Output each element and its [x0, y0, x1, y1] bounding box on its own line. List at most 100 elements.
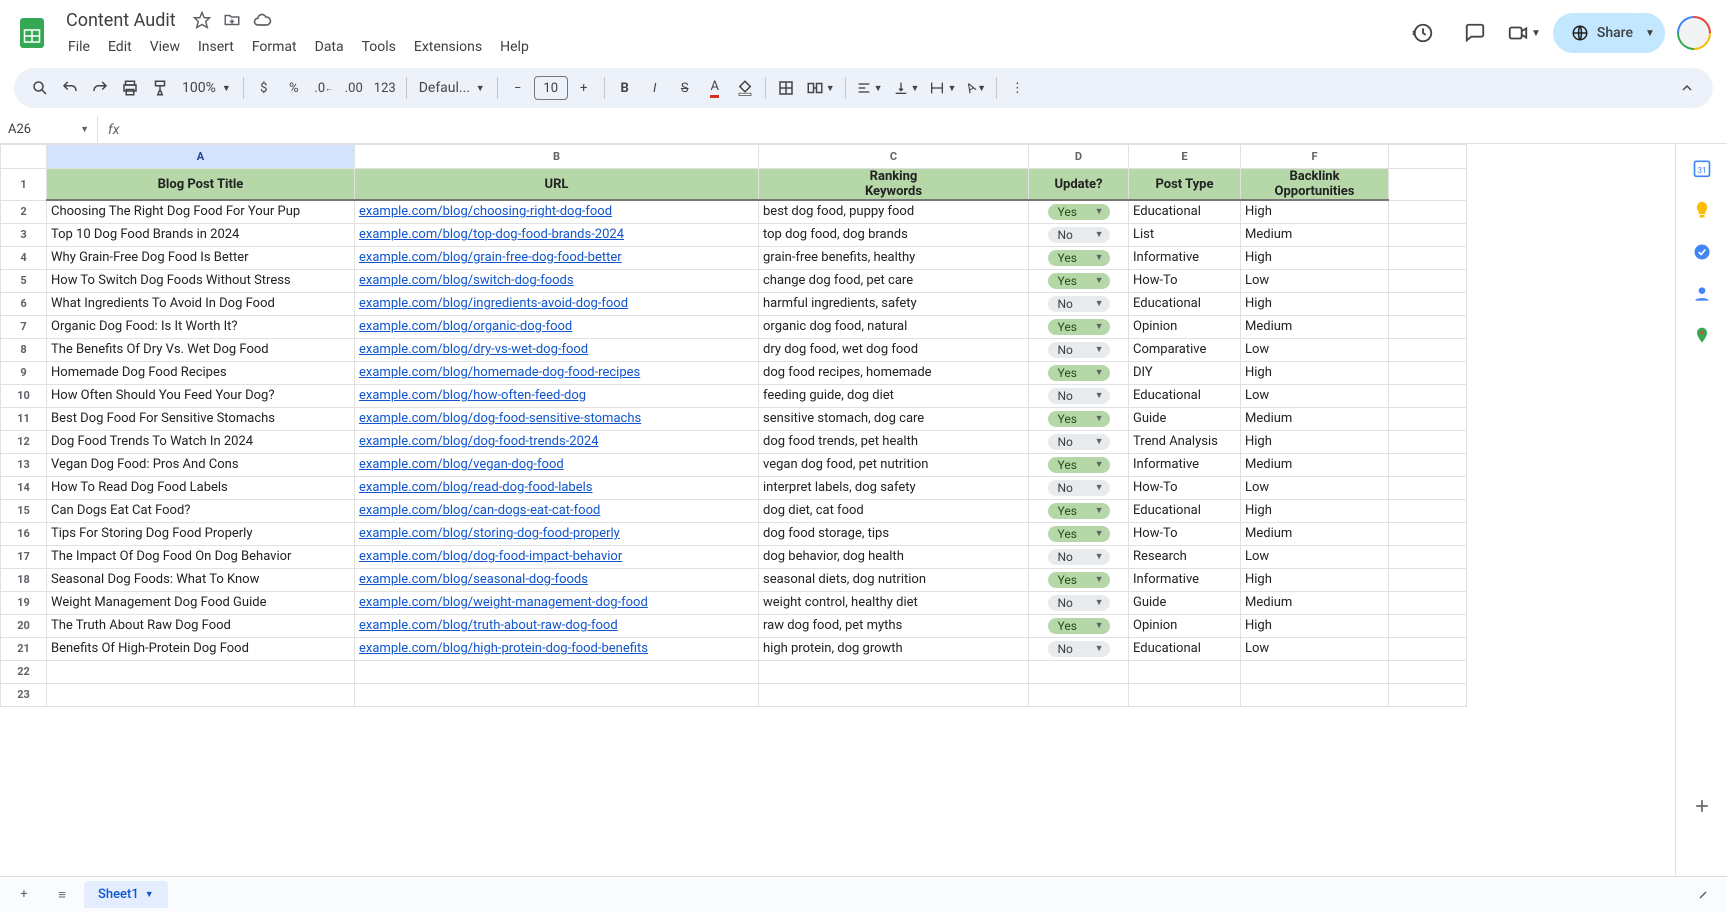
update-chip[interactable]: Yes▼ — [1048, 319, 1110, 335]
cell-keywords[interactable]: vegan dog food, pet nutrition — [759, 453, 1029, 476]
cell-keywords[interactable]: top dog food, dog brands — [759, 223, 1029, 246]
cloud-status-icon[interactable] — [252, 10, 272, 30]
cell-url[interactable]: example.com/blog/ingredients-avoid-dog-f… — [355, 292, 759, 315]
cell-url[interactable]: example.com/blog/dog-food-trends-2024 — [355, 430, 759, 453]
update-chip[interactable]: No▼ — [1048, 549, 1110, 565]
cell-update[interactable]: No▼ — [1029, 545, 1129, 568]
document-title[interactable]: Content Audit — [60, 8, 182, 33]
row-header-12[interactable]: 12 — [1, 430, 47, 453]
cell-type[interactable]: Informative — [1129, 246, 1241, 269]
star-icon[interactable] — [192, 10, 212, 30]
more-formats-icon[interactable]: 123 — [370, 74, 400, 102]
row-header-3[interactable]: 3 — [1, 223, 47, 246]
cell-url[interactable]: example.com/blog/homemade-dog-food-recip… — [355, 361, 759, 384]
row-header-8[interactable]: 8 — [1, 338, 47, 361]
header-cell-F[interactable]: BacklinkOpportunities — [1241, 169, 1389, 201]
cell-keywords[interactable]: best dog food, puppy food — [759, 200, 1029, 223]
spreadsheet-grid[interactable]: ABCDEF1Blog Post TitleURLRankingKeywords… — [0, 144, 1675, 876]
cell-backlink[interactable]: Medium — [1241, 591, 1389, 614]
meet-icon[interactable]: ▼ — [1507, 13, 1541, 53]
row-header-11[interactable]: 11 — [1, 407, 47, 430]
paint-format-icon[interactable] — [146, 74, 174, 102]
cell-backlink[interactable]: Low — [1241, 269, 1389, 292]
row-header-5[interactable]: 5 — [1, 269, 47, 292]
percent-icon[interactable]: % — [280, 74, 308, 102]
row-header-13[interactable]: 13 — [1, 453, 47, 476]
update-chip[interactable]: No▼ — [1048, 296, 1110, 312]
cell-update[interactable]: Yes▼ — [1029, 407, 1129, 430]
menu-edit[interactable]: Edit — [100, 35, 140, 59]
row-header-6[interactable]: 6 — [1, 292, 47, 315]
fill-color-icon[interactable] — [731, 74, 759, 102]
cell-title[interactable]: Why Grain-Free Dog Food Is Better — [47, 246, 355, 269]
cell-keywords[interactable]: organic dog food, natural — [759, 315, 1029, 338]
cell-keywords[interactable]: interpret labels, dog safety — [759, 476, 1029, 499]
sheets-logo[interactable] — [12, 13, 52, 53]
move-icon[interactable] — [222, 10, 242, 30]
cell-title[interactable]: Benefits Of High-Protein Dog Food — [47, 637, 355, 660]
cell-type[interactable]: DIY — [1129, 361, 1241, 384]
calendar-icon[interactable]: 31 — [1692, 158, 1712, 178]
cell-update[interactable]: No▼ — [1029, 384, 1129, 407]
menu-format[interactable]: Format — [244, 35, 305, 59]
cell-update[interactable]: No▼ — [1029, 223, 1129, 246]
redo-icon[interactable] — [86, 74, 114, 102]
cell-url[interactable]: example.com/blog/weight-management-dog-f… — [355, 591, 759, 614]
cell-url[interactable]: example.com/blog/high-protein-dog-food-b… — [355, 637, 759, 660]
cell-title[interactable]: Choosing The Right Dog Food For Your Pup — [47, 200, 355, 223]
cell-title[interactable]: Tips For Storing Dog Food Properly — [47, 522, 355, 545]
cell-type[interactable]: Opinion — [1129, 315, 1241, 338]
cell-backlink[interactable]: Low — [1241, 637, 1389, 660]
row-header-14[interactable]: 14 — [1, 476, 47, 499]
cell-backlink[interactable]: High — [1241, 246, 1389, 269]
cell-title[interactable]: Can Dogs Eat Cat Food? — [47, 499, 355, 522]
row-header-18[interactable]: 18 — [1, 568, 47, 591]
update-chip[interactable]: No▼ — [1048, 595, 1110, 611]
bold-icon[interactable]: B — [611, 74, 639, 102]
cell-backlink[interactable]: High — [1241, 614, 1389, 637]
cell-title[interactable]: Dog Food Trends To Watch In 2024 — [47, 430, 355, 453]
name-box[interactable]: A26▼ — [0, 116, 98, 143]
header-cell-C[interactable]: RankingKeywords — [759, 169, 1029, 201]
col-header-B[interactable]: B — [355, 145, 759, 169]
menu-view[interactable]: View — [142, 35, 188, 59]
currency-icon[interactable]: $ — [250, 74, 278, 102]
menu-extensions[interactable]: Extensions — [406, 35, 490, 59]
cell-keywords[interactable]: high protein, dog growth — [759, 637, 1029, 660]
cell-update[interactable]: No▼ — [1029, 476, 1129, 499]
cell-update[interactable]: Yes▼ — [1029, 200, 1129, 223]
row-header-22[interactable]: 22 — [1, 660, 47, 683]
col-header-F[interactable]: F — [1241, 145, 1389, 169]
cell-title[interactable]: The Truth About Raw Dog Food — [47, 614, 355, 637]
row-header-4[interactable]: 4 — [1, 246, 47, 269]
cell-title[interactable]: How To Switch Dog Foods Without Stress — [47, 269, 355, 292]
increase-font-icon[interactable]: + — [570, 74, 598, 102]
add-addon-icon[interactable] — [1692, 796, 1712, 816]
text-wrap-icon[interactable]: ▼ — [925, 74, 960, 102]
cell-type[interactable]: How-To — [1129, 269, 1241, 292]
cell-update[interactable]: Yes▼ — [1029, 568, 1129, 591]
cell-url[interactable]: example.com/blog/top-dog-food-brands-202… — [355, 223, 759, 246]
comments-icon[interactable] — [1455, 13, 1495, 53]
row-header-7[interactable]: 7 — [1, 315, 47, 338]
italic-icon[interactable]: I — [641, 74, 669, 102]
horizontal-align-icon[interactable]: ▼ — [852, 74, 887, 102]
cell-type[interactable]: Guide — [1129, 407, 1241, 430]
cell-backlink[interactable]: Medium — [1241, 223, 1389, 246]
cell-backlink[interactable]: Medium — [1241, 522, 1389, 545]
cell-type[interactable]: Research — [1129, 545, 1241, 568]
cell-type[interactable]: How-To — [1129, 476, 1241, 499]
col-header-E[interactable]: E — [1129, 145, 1241, 169]
cell-backlink[interactable]: Medium — [1241, 407, 1389, 430]
decrease-decimal-icon[interactable]: .0← — [310, 74, 338, 102]
col-header-blank[interactable] — [1389, 145, 1467, 169]
keep-icon[interactable] — [1692, 200, 1712, 220]
collapse-toolbar-icon[interactable] — [1673, 74, 1701, 102]
row-header-15[interactable]: 15 — [1, 499, 47, 522]
menu-data[interactable]: Data — [307, 35, 352, 59]
cell-type[interactable]: Guide — [1129, 591, 1241, 614]
update-chip[interactable]: Yes▼ — [1048, 457, 1110, 473]
cell-title[interactable]: The Benefits Of Dry Vs. Wet Dog Food — [47, 338, 355, 361]
cell-keywords[interactable]: dry dog food, wet dog food — [759, 338, 1029, 361]
cell-keywords[interactable]: dog behavior, dog health — [759, 545, 1029, 568]
